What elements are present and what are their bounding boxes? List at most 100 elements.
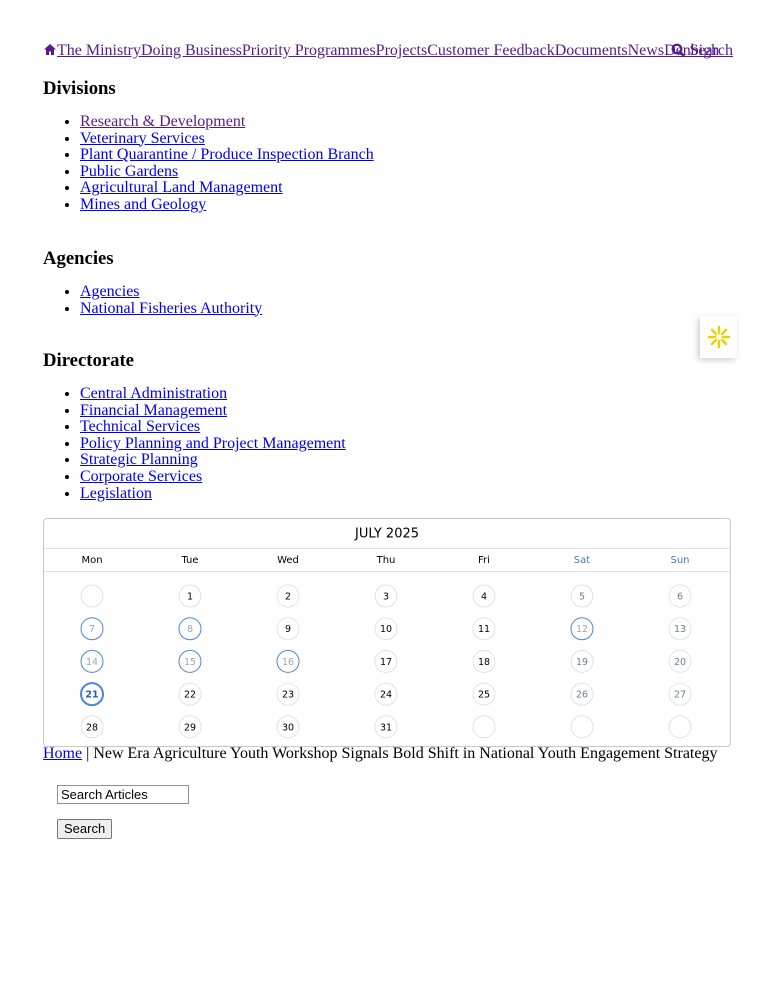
day-number: 14: [86, 657, 98, 668]
weekday-label: Wed: [277, 555, 299, 566]
day-circle: [178, 584, 202, 608]
day-circle: [178, 617, 202, 641]
nav-links: The MinistryDoing BusinessPriority Progr…: [57, 42, 719, 59]
section-link[interactable]: Policy Planning and Project Management: [80, 434, 346, 452]
search-icon: [672, 43, 686, 57]
day-circle: [668, 649, 692, 673]
nav-link[interactable]: The Ministry: [57, 42, 141, 59]
day-number: 23: [282, 690, 294, 701]
day-number: 8: [187, 624, 193, 635]
section-link[interactable]: Corporate Services: [80, 467, 203, 485]
section-link[interactable]: Technical Services: [80, 418, 201, 436]
section-link[interactable]: Financial Management: [80, 401, 228, 419]
section-heading: Agencies: [43, 248, 114, 269]
day-circle: [80, 649, 104, 673]
day-circle: [374, 617, 398, 641]
section-link[interactable]: Legislation: [80, 484, 152, 502]
breadcrumb-current: New Era Agriculture Youth Workshop Signa…: [93, 745, 718, 762]
nav-link[interactable]: News: [627, 42, 665, 59]
day-circle: [472, 682, 496, 706]
day-circle: [276, 649, 300, 673]
nav-link[interactable]: Doing Business: [141, 42, 242, 59]
list-item: National Fisheries Authority: [80, 299, 263, 318]
day-number: 6: [677, 592, 683, 603]
weekday-label: Tue: [180, 555, 198, 566]
calendar-title: JULY 2025: [354, 527, 419, 542]
nav-link[interactable]: Documents: [554, 42, 628, 59]
list-item: Strategic Planning: [80, 452, 346, 469]
day-circle: [472, 649, 496, 673]
list-item: Corporate Services: [80, 467, 346, 486]
link-list: AgenciesNational Fisheries Authority: [43, 283, 263, 318]
section-link[interactable]: Public Gardens: [80, 162, 179, 180]
nav-link[interactable]: Customer Feedback: [427, 42, 555, 59]
day-circle: [374, 682, 398, 706]
nav-search[interactable]: Search: [671, 42, 733, 60]
day-circle: [374, 649, 398, 673]
day-circle: [472, 584, 496, 608]
day-number: 24: [380, 690, 392, 701]
weekday-label: Sat: [574, 555, 590, 566]
breadcrumb: Home | New Era Agriculture Youth Worksho…: [43, 745, 718, 762]
weekday-label: Fri: [478, 555, 490, 566]
search-input[interactable]: Search Articles: [57, 785, 189, 804]
nav-link[interactable]: Projects: [375, 42, 428, 59]
day-circle: [178, 649, 202, 673]
list-item: Financial Management: [80, 401, 346, 420]
day-number: 18: [478, 657, 490, 668]
day-number: 29: [184, 722, 196, 733]
day-circle: [570, 617, 594, 641]
day-circle: [178, 715, 202, 739]
weekday-label: Sun: [670, 555, 689, 566]
day-number: 4: [481, 592, 487, 603]
home-icon: [44, 44, 56, 55]
floating-widget[interactable]: [700, 316, 737, 358]
day-number: 20: [674, 657, 686, 668]
day-circle: [80, 682, 104, 707]
section-link[interactable]: Veterinary Services: [80, 129, 205, 147]
day-circle: [668, 617, 692, 641]
day-number: 1: [187, 592, 193, 603]
section-link[interactable]: Central Administration: [80, 385, 228, 402]
nav-link[interactable]: Denbigh: [664, 42, 720, 59]
section-link[interactable]: Plant Quarantine / Produce Inspection Br…: [80, 146, 374, 164]
day-number: 28: [86, 722, 98, 733]
day-circle: [276, 715, 300, 739]
day-number: 27: [674, 690, 686, 701]
day-number: 13: [674, 624, 686, 635]
day-number: 7: [89, 624, 95, 635]
list-item: Agricultural Land Management: [80, 180, 374, 197]
day-circle: [276, 617, 300, 641]
list-item: Legislation: [80, 484, 346, 503]
section-link[interactable]: Research & Development: [80, 113, 246, 130]
day-number: 21: [85, 690, 98, 701]
section-link[interactable]: Mines and Geology: [80, 195, 207, 213]
day-number: 17: [380, 657, 392, 668]
weekday-label: Thu: [376, 555, 396, 566]
day-number: 16: [282, 657, 294, 668]
day-number: 19: [576, 657, 588, 668]
day-circle: [276, 584, 300, 608]
day-number: 11: [478, 624, 490, 635]
day-circle: [276, 682, 300, 706]
link-list: Central AdministrationFinancial Manageme…: [43, 385, 346, 503]
list-item: Central Administration: [80, 385, 346, 403]
section-link[interactable]: National Fisheries Authority: [80, 299, 263, 317]
section-heading: Directorate: [43, 350, 134, 371]
day-number: 15: [184, 657, 196, 668]
breadcrumb-home[interactable]: Home: [43, 745, 83, 762]
day-number: 12: [576, 624, 588, 635]
search-button[interactable]: Search: [57, 819, 113, 839]
section-link[interactable]: Agencies: [80, 283, 140, 300]
day-circle: [178, 682, 202, 706]
day-circle: [80, 617, 104, 641]
nav-link[interactable]: Priority Programmes: [241, 42, 376, 59]
section-link[interactable]: Strategic Planning: [80, 451, 198, 469]
day-circle: [570, 682, 594, 706]
section-link[interactable]: Agricultural Land Management: [80, 179, 283, 197]
day-number: 25: [478, 690, 490, 701]
section-heading: Divisions: [43, 78, 116, 99]
day-number: 10: [380, 624, 392, 635]
